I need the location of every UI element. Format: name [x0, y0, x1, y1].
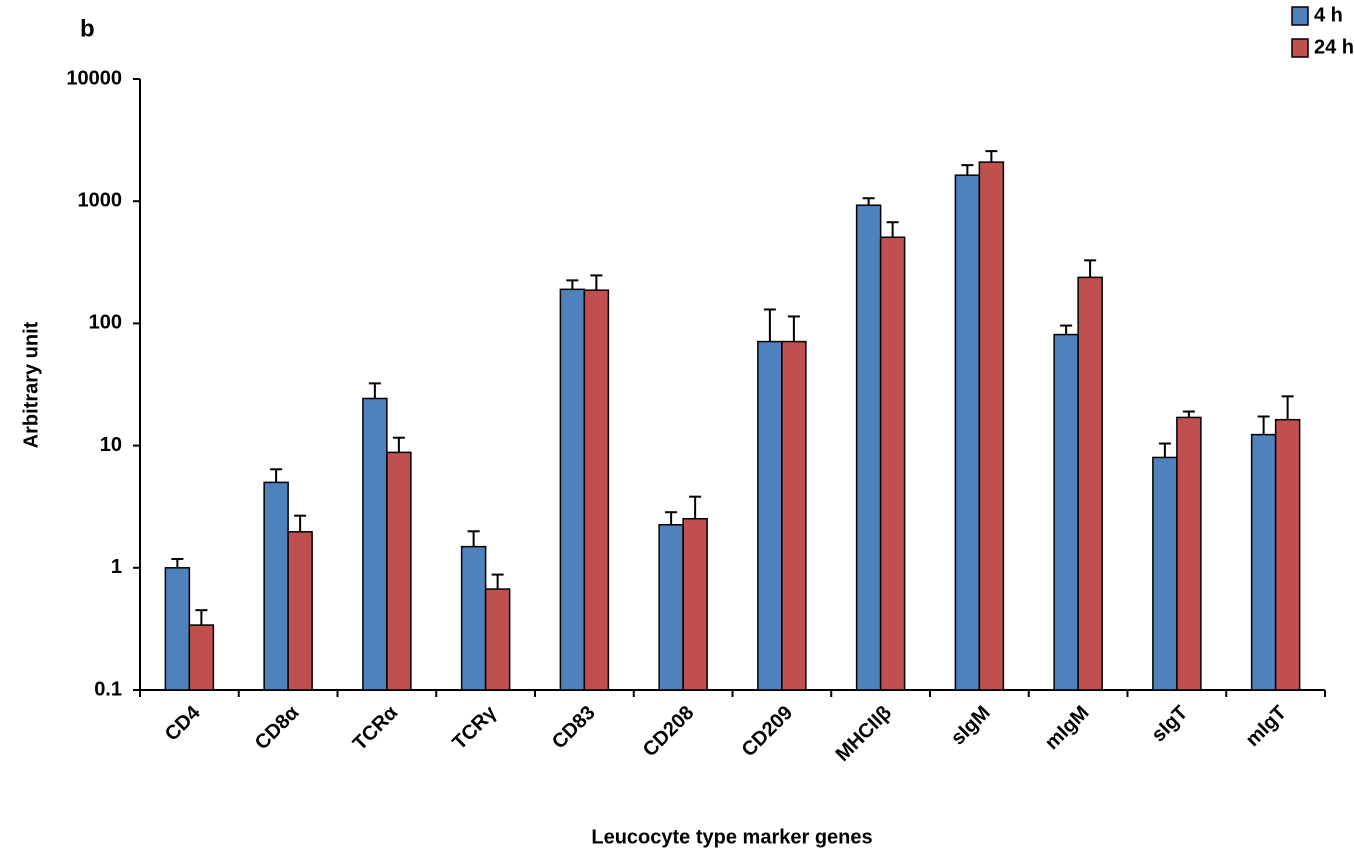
x-tick-label: CD209 — [738, 702, 798, 762]
bar — [188, 624, 215, 691]
bar — [757, 340, 783, 691]
y-tick-label: 1 — [111, 556, 122, 578]
bar — [978, 161, 1005, 691]
x-tick-label: MHCIIβ — [832, 702, 896, 766]
bar — [1053, 333, 1079, 691]
legend-swatch — [1291, 38, 1309, 58]
bar — [164, 567, 191, 691]
bar — [484, 588, 511, 691]
bar — [460, 545, 487, 691]
x-tick-label: CD208 — [639, 702, 699, 762]
y-tick-label: 10000 — [66, 67, 122, 89]
x-tick-label: TCRα — [349, 701, 403, 755]
x-tick-label: CD4 — [161, 701, 205, 745]
bar — [954, 174, 981, 691]
x-tick-label: mIgT — [1242, 702, 1291, 751]
legend-swatch — [1291, 6, 1309, 26]
bar — [658, 524, 684, 691]
bar — [559, 288, 586, 691]
legend-label: 24 h — [1314, 36, 1354, 58]
bar — [1274, 418, 1301, 691]
bar — [1250, 433, 1277, 691]
legend-label: 4 h — [1314, 4, 1343, 26]
bar — [263, 481, 289, 691]
bar — [1077, 276, 1103, 691]
bar — [682, 517, 708, 691]
y-tick-label: 0.1 — [94, 678, 122, 700]
x-tick-label: CD8α — [251, 701, 304, 754]
bar — [855, 204, 882, 691]
y-tick-label: 1000 — [78, 189, 123, 211]
bar — [583, 289, 610, 691]
x-tick-label: CD83 — [548, 702, 600, 754]
x-axis-title: Leucocyte type marker genes — [591, 826, 872, 848]
panel-label: b — [80, 15, 95, 42]
x-tick-label: sIgT — [1148, 702, 1193, 747]
y-tick-label: 10 — [100, 434, 122, 456]
bar — [1176, 416, 1202, 691]
bar — [781, 340, 807, 691]
y-axis-title: Arbitrary unit — [20, 321, 42, 448]
x-tick-label: TCRγ — [448, 701, 501, 754]
x-tick-label: sIgM — [947, 702, 995, 750]
bar — [1152, 456, 1178, 691]
y-tick-label: 100 — [89, 312, 122, 334]
bar — [386, 451, 412, 691]
bar — [879, 236, 906, 691]
bar — [362, 397, 388, 691]
x-tick-label: mIgM — [1041, 702, 1093, 754]
bar — [287, 531, 313, 691]
